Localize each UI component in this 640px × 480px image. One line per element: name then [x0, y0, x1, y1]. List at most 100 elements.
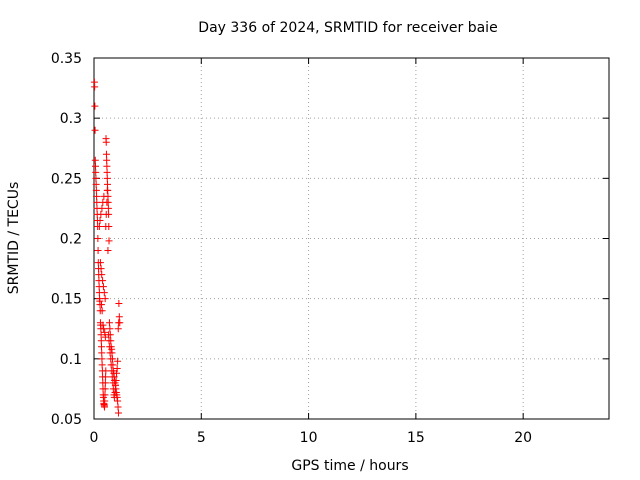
data-point	[92, 180, 100, 188]
data-point	[92, 168, 100, 176]
data-point	[102, 138, 110, 146]
data-point	[101, 397, 109, 405]
data-point	[92, 174, 100, 182]
data-point	[103, 168, 111, 176]
x-tick-label: 10	[300, 430, 318, 446]
data-point	[114, 325, 122, 333]
data-point	[101, 385, 109, 393]
y-tick-label: 0.3	[60, 111, 82, 127]
data-point	[105, 319, 113, 327]
data-point	[103, 156, 111, 164]
data-point	[97, 331, 105, 339]
data-point	[108, 367, 116, 375]
data-point	[101, 391, 109, 399]
data-point	[92, 162, 100, 170]
data-point	[99, 283, 107, 291]
data-point	[96, 216, 104, 224]
y-axis-label: SRMTID / TECUs	[6, 182, 22, 295]
data-point	[102, 367, 110, 375]
data-point	[106, 343, 114, 351]
x-tick-label: 15	[407, 430, 425, 446]
data-point	[101, 403, 109, 411]
data-point	[91, 83, 99, 91]
data-point	[97, 337, 105, 345]
x-tick-label: 5	[197, 430, 206, 446]
data-point	[111, 389, 119, 397]
data-point	[99, 321, 107, 329]
data-point	[112, 376, 120, 384]
data-point	[115, 319, 123, 327]
data-point	[100, 289, 108, 297]
data-point	[106, 349, 114, 357]
data-point	[98, 204, 106, 212]
data-point	[98, 307, 106, 315]
data-point	[93, 192, 101, 200]
data-point	[99, 277, 107, 285]
data-point	[98, 355, 106, 363]
data-point	[102, 150, 110, 158]
data-point	[101, 379, 109, 387]
x-axis-label: GPS time / hours	[291, 458, 408, 474]
data-point	[101, 333, 109, 341]
data-point	[94, 247, 102, 255]
data-point	[102, 222, 110, 230]
data-point	[105, 237, 113, 245]
y-tick-label: 0.2	[60, 232, 82, 248]
data-point	[113, 364, 121, 372]
data-point	[96, 259, 104, 267]
data-point	[114, 357, 122, 365]
y-tick-label: 0.1	[60, 352, 82, 368]
data-point	[107, 355, 115, 363]
y-tick-label: 0.05	[51, 412, 82, 428]
data-point	[114, 397, 122, 405]
data-point	[100, 325, 108, 333]
y-tick-label: 0.15	[51, 292, 82, 308]
chart-title: Day 336 of 2024, SRMTID for receiver bai…	[198, 20, 497, 36]
data-point	[91, 156, 99, 164]
data-point	[99, 198, 107, 206]
data-point	[92, 186, 100, 194]
plot-frame	[93, 57, 610, 420]
data-point	[114, 403, 122, 411]
data-point	[97, 210, 105, 218]
data-point	[93, 198, 101, 206]
data-point	[101, 295, 109, 303]
data-point	[115, 313, 123, 321]
data-point	[98, 343, 106, 351]
data-point	[106, 325, 114, 333]
data-point	[102, 373, 110, 381]
data-point	[103, 186, 111, 194]
x-tick-label: 20	[514, 430, 532, 446]
data-point	[104, 204, 112, 212]
data-point	[94, 235, 102, 242]
data-points	[90, 78, 124, 417]
data-point	[107, 361, 115, 369]
data-point	[115, 299, 123, 307]
data-point	[105, 337, 113, 345]
data-point	[98, 301, 106, 309]
data-point	[100, 192, 108, 200]
data-point	[91, 102, 99, 110]
data-point	[111, 381, 119, 389]
data-point	[98, 271, 106, 279]
data-point	[98, 349, 106, 357]
axis-ticks: 0 5 10 15 20 0.05 0.1 0.15 0.2 0.25 0.3 0.35	[51, 51, 609, 446]
y-tick-label: 0.35	[51, 51, 82, 67]
grid-lines	[94, 58, 609, 419]
data-point	[104, 247, 112, 255]
data-point	[101, 328, 109, 336]
data-point	[98, 361, 106, 369]
data-point	[97, 265, 105, 273]
data-point	[91, 126, 99, 134]
data-point	[95, 222, 103, 230]
data-point	[110, 393, 118, 401]
data-point	[109, 385, 117, 393]
data-point	[113, 369, 121, 377]
data-point	[103, 174, 111, 182]
data-point	[114, 409, 122, 417]
data-point	[108, 373, 116, 381]
data-point	[104, 180, 112, 188]
y-tick-label: 0.25	[51, 171, 82, 187]
data-point	[103, 162, 111, 170]
